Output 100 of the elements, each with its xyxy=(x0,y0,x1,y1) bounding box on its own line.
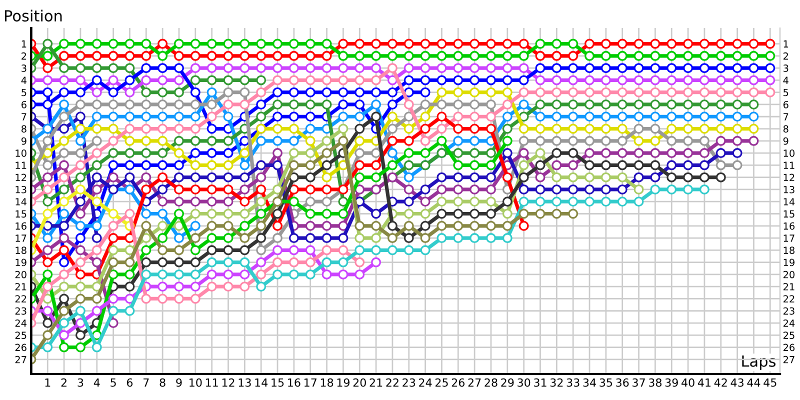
y-tick-label: 10 xyxy=(16,150,26,157)
x-tick-label: 25 xyxy=(435,378,448,387)
y2-tick-label: 23 xyxy=(783,307,794,315)
x-tick-label: 35 xyxy=(600,378,612,387)
x-tick-label: 23 xyxy=(402,378,416,387)
y-tick-label: 17 xyxy=(16,234,26,242)
x-tick-label: 16 xyxy=(288,378,300,387)
x-tick-label: 40 xyxy=(682,378,694,387)
x-tick-label: 17 xyxy=(304,378,316,387)
y2-tick-label: 22 xyxy=(783,295,794,302)
x-tick-label: 29 xyxy=(501,378,514,387)
x-tick-label: 44 xyxy=(747,378,760,387)
x-tick-label: 19 xyxy=(337,378,350,387)
y-tick-label: 16 xyxy=(16,222,26,230)
x-tick-label: 27 xyxy=(468,378,481,387)
y-tick-label: 27 xyxy=(15,356,26,364)
x-tick-label: 28 xyxy=(484,378,498,387)
x-tick-label: 9 xyxy=(176,378,182,387)
y2-tick-label: 11 xyxy=(784,162,794,169)
y2-tick-label: 1 xyxy=(784,40,788,48)
x-tick-label: 26 xyxy=(452,378,465,387)
y-tick-label: 23 xyxy=(15,307,26,315)
y2-tick-label: 13 xyxy=(784,186,794,194)
x-tick-label: 12 xyxy=(222,378,234,387)
y-tick-label: 5 xyxy=(22,88,26,96)
x-tick-label: 38 xyxy=(648,378,662,387)
y2-tick-label: 25 xyxy=(783,332,794,339)
x-tick-label: 21 xyxy=(370,378,382,387)
y-tick-label: 13 xyxy=(16,186,26,194)
x-tick-label: 5 xyxy=(110,378,116,387)
x-tick-label: 1 xyxy=(45,378,50,387)
x-tick-label: 43 xyxy=(730,378,744,387)
y2-tick-label: 16 xyxy=(784,222,795,230)
x-tick-label: 18 xyxy=(320,378,334,387)
x-tick-label: 13 xyxy=(238,378,251,387)
y2-tick-label: 4 xyxy=(783,76,788,84)
x-tick-label: 2 xyxy=(61,378,66,387)
y-tick-label: 8 xyxy=(22,125,26,133)
y2-tick-label: 10 xyxy=(784,150,795,157)
y-tick-label: 15 xyxy=(16,210,26,218)
x-tick-label: 45 xyxy=(764,378,776,387)
y-tick-label: 6 xyxy=(22,100,26,108)
x-tick-label: 6 xyxy=(126,378,133,387)
x-tick-label: 10 xyxy=(190,378,202,387)
y2-tick-label: 19 xyxy=(784,258,794,266)
x-tick-label: 33 xyxy=(566,378,580,387)
y2-tick-label: 21 xyxy=(783,283,794,290)
y2-tick-label: 12 xyxy=(784,174,794,182)
y-tick-label: 25 xyxy=(15,332,26,339)
x-tick-label: 34 xyxy=(583,378,596,387)
y-tick-label: 20 xyxy=(15,270,26,278)
x-tick-label: 15 xyxy=(272,378,284,387)
x-tick-label: 31 xyxy=(534,378,546,387)
x-tick-label: 32 xyxy=(550,378,563,387)
y2-tick-label: 26 xyxy=(783,344,795,352)
y-tick-label: 14 xyxy=(16,198,26,206)
y-tick-label: 9 xyxy=(21,137,26,145)
y2-tick-label: 17 xyxy=(784,234,794,242)
y-tick-label: 11 xyxy=(16,162,26,169)
y2-tick-label: 7 xyxy=(784,113,788,120)
y2-tick-label: 14 xyxy=(784,198,795,206)
y2-tick-label: 18 xyxy=(784,246,794,254)
y-axis-title: Position xyxy=(4,10,62,22)
x-tick-label: 14 xyxy=(255,378,268,387)
y-tick-label: 24 xyxy=(15,319,26,327)
y2-tick-label: 24 xyxy=(783,319,795,327)
y-tick-label: 3 xyxy=(22,64,26,72)
x-tick-label: 24 xyxy=(419,378,432,387)
x-tick-label: 41 xyxy=(698,378,711,387)
x-tick-label: 11 xyxy=(206,378,218,387)
y2-tick-label: 15 xyxy=(784,210,794,218)
y2-tick-label: 2 xyxy=(783,52,788,60)
y2-tick-label: 3 xyxy=(784,64,788,72)
y2-tick-label: 6 xyxy=(783,100,788,108)
y2-tick-label: 27 xyxy=(783,356,794,364)
y-tick-label: 22 xyxy=(15,295,26,302)
y2-tick-label: 9 xyxy=(783,137,788,145)
y-tick-label: 19 xyxy=(16,258,26,266)
x-tick-label: 20 xyxy=(353,378,366,387)
x-tick-label: 3 xyxy=(78,378,84,387)
x-tick-label: 4 xyxy=(94,378,100,387)
y-tick-label: 4 xyxy=(21,76,26,84)
x-tick-label: 37 xyxy=(632,378,645,387)
y2-tick-label: 5 xyxy=(784,88,788,96)
x-tick-label: 36 xyxy=(616,378,629,387)
x-tick-label: 42 xyxy=(714,378,727,387)
x-tick-label: 7 xyxy=(144,378,149,387)
x-tick-label: 8 xyxy=(160,378,166,387)
y-tick-label: 21 xyxy=(15,283,26,290)
x-tick-label: 39 xyxy=(665,378,678,387)
y-tick-label: 18 xyxy=(16,246,26,254)
y2-tick-label: 8 xyxy=(783,125,788,133)
y2-tick-label: 20 xyxy=(783,270,795,278)
y-tick-label: 12 xyxy=(16,174,26,182)
y-tick-label: 2 xyxy=(22,52,26,60)
y-tick-label: 1 xyxy=(22,40,26,48)
x-tick-label: 22 xyxy=(386,378,398,387)
y-tick-label: 7 xyxy=(22,113,26,120)
y-tick-label: 26 xyxy=(15,344,26,352)
x-tick-label: 30 xyxy=(518,378,530,387)
